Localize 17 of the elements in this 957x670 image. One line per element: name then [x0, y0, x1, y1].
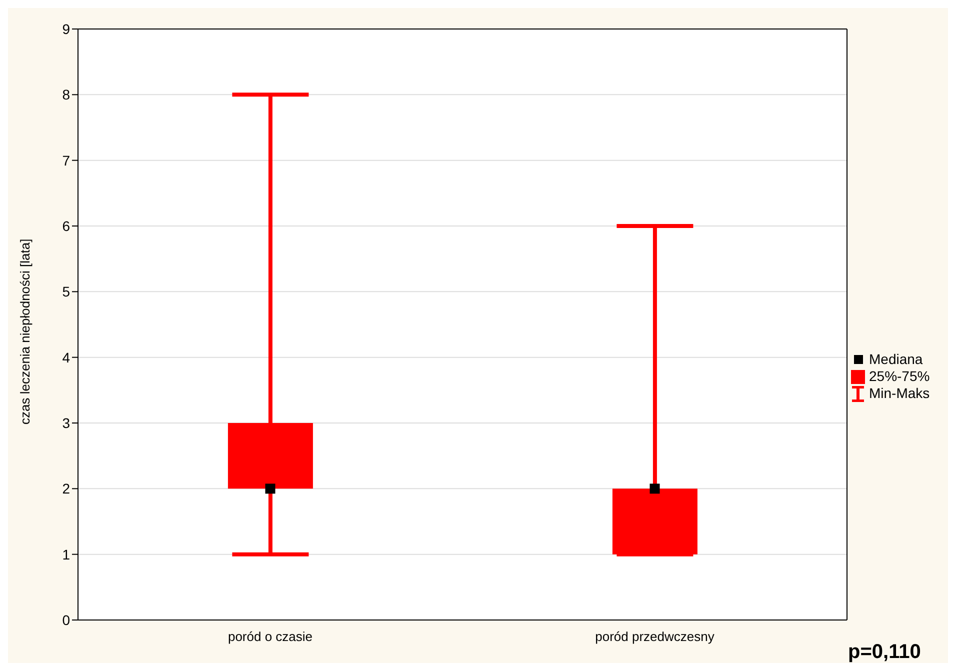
y-tick-label: 7: [62, 152, 70, 168]
y-tick-label: 8: [62, 86, 70, 103]
y-tick-label: 3: [62, 414, 70, 431]
y-tick-label: 6: [62, 218, 70, 234]
x-tick-label: poród o czasie: [228, 629, 313, 644]
y-tick-label: 9: [62, 20, 70, 37]
legend-label: 25%-75%: [869, 368, 930, 385]
y-axis-title: czas leczenia niepłodności [lata]: [18, 238, 33, 424]
y-tick-label: 2: [62, 480, 70, 497]
text: Min-Maks: [869, 385, 930, 402]
x-tick-label: poród przedwczesny: [595, 629, 715, 644]
legend-label: Mediana: [869, 351, 923, 368]
y-tick-label: 0: [62, 612, 70, 628]
y-tick-label: 4: [62, 349, 70, 366]
y-tick-label: 1: [62, 546, 70, 562]
y-tick-label: 5: [62, 284, 70, 300]
text: p=0,110: [848, 641, 921, 664]
